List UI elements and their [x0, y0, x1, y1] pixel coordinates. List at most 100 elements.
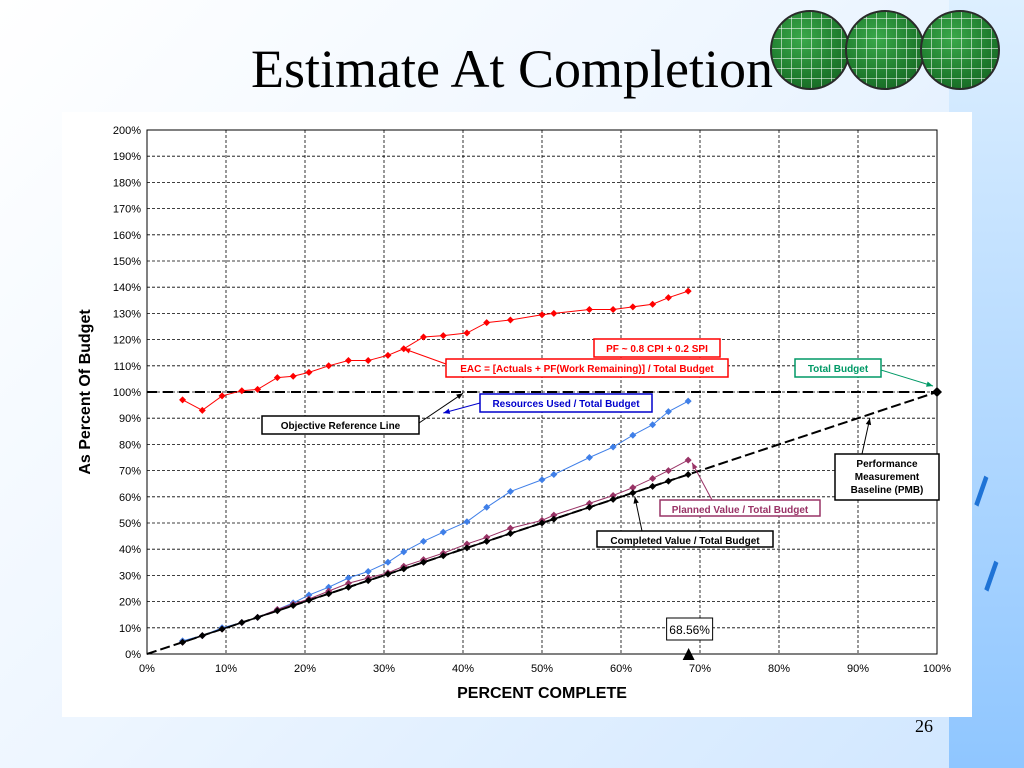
total-budget-annotation-text: Total Budget: [808, 364, 869, 375]
data-point-eac: [506, 316, 514, 324]
data-point-resources: [463, 518, 471, 526]
data-point-eac: [538, 311, 546, 319]
pmb-annotation-box: [834, 453, 940, 501]
data-point-resources: [325, 583, 333, 591]
data-point-eac: [609, 305, 617, 313]
completed-annotation-text: Completed Value / Total Budget: [610, 536, 760, 547]
data-point-resources: [629, 431, 637, 439]
data-point-resources: [649, 421, 657, 429]
percent-complete-marker: [682, 648, 695, 660]
total-budget-point: [932, 387, 942, 397]
marker-label-box: [666, 617, 714, 641]
data-point-completed: [325, 590, 333, 598]
chart-panel: 0% 10% 20% 30% 40% 50% 60% 70% 80% 90% 100% 110% 120…: [62, 112, 972, 717]
y-tick-label: 50%: [119, 518, 141, 530]
data-point-planned: [629, 484, 637, 492]
pf-annotation-box: [593, 338, 721, 358]
eac-chart: 0% 10% 20% 30% 40% 50% 60% 70% 80% 90% 100% 110% 120…: [77, 125, 951, 702]
data-point-planned: [609, 491, 617, 499]
data-point-completed: [684, 471, 692, 479]
data-point-completed: [483, 537, 491, 545]
data-point-completed: [254, 613, 262, 621]
x-tick-label: 80%: [768, 663, 790, 675]
data-point-eac: [585, 305, 593, 313]
objective-annotation-box: [261, 415, 420, 435]
data-point-resources: [305, 591, 313, 599]
data-point-resources: [420, 537, 427, 545]
x-tick-label: 0%: [139, 663, 155, 675]
data-point-resources: [483, 503, 491, 511]
eac-annotation-text: EAC = [Actuals + PF(Work Remaining)] / T…: [460, 364, 714, 375]
data-point-eac: [364, 357, 372, 365]
data-point-completed: [649, 482, 657, 490]
data-point-completed: [238, 619, 246, 627]
y-tick-label: 110%: [114, 361, 142, 373]
data-point-eac: [420, 333, 427, 341]
y-tick-label: 150%: [113, 256, 141, 268]
data-point-resources: [609, 443, 617, 451]
y-tick-label: 90%: [119, 413, 141, 425]
data-point-resources: [550, 471, 558, 479]
pf-annotation-text: PF ~ 0.8 CPI + 0.2 SPI: [606, 344, 708, 355]
y-tick-label: 80%: [119, 439, 141, 451]
y-tick-label: 20%: [119, 597, 141, 609]
x-tick-label: 100%: [923, 663, 951, 675]
resources-annotation-text: Resources Used / Total Budget: [492, 399, 640, 410]
data-point-completed: [179, 638, 187, 646]
data-point-completed: [198, 632, 206, 640]
data-point-completed: [664, 477, 672, 485]
data-point-completed: [289, 602, 297, 610]
data-point-completed: [364, 577, 372, 585]
pmb-annotation-arrowhead: [865, 418, 872, 426]
planned-annotation-arrowhead: [692, 462, 698, 470]
data-point-planned: [344, 579, 352, 587]
data-point-completed: [550, 515, 558, 523]
y-tick-label: 40%: [119, 544, 141, 556]
data-point-eac: [439, 332, 447, 340]
y-tick-label: 200%: [113, 125, 141, 137]
data-point-completed: [273, 607, 281, 615]
x-tick-label: 40%: [452, 663, 474, 675]
data-point-eac: [629, 303, 637, 311]
data-point-resources: [506, 488, 514, 496]
eac-annotation-box: [445, 358, 729, 378]
y-tick-label: 70%: [119, 466, 141, 478]
data-point-eac: [384, 351, 392, 359]
x-tick-label: 70%: [689, 663, 711, 675]
data-point-resources: [664, 408, 672, 416]
data-point-completed: [629, 489, 637, 497]
data-point-completed: [218, 625, 226, 633]
planned-annotation-text: Planned Value / Total Budget: [672, 505, 809, 516]
x-axis-label: PERCENT COMPLETE: [457, 685, 627, 702]
x-tick-label: 60%: [610, 663, 632, 675]
y-tick-label: 120%: [113, 335, 141, 347]
data-point-eac: [649, 300, 657, 308]
total-budget-annotation-box: [794, 358, 882, 378]
y-axis-label: As Percent Of Budget: [77, 309, 94, 475]
data-point-resources: [344, 574, 352, 582]
data-point-eac: [289, 372, 297, 380]
slide-title: Estimate At Completion: [251, 39, 773, 99]
data-point-completed: [609, 495, 617, 503]
eac-annotation-arrowhead: [403, 348, 411, 354]
y-tick-label: 170%: [113, 204, 141, 216]
data-point-eac: [463, 329, 471, 337]
data-point-completed: [585, 503, 593, 511]
x-tick-label: 20%: [294, 663, 316, 675]
data-point-planned: [506, 524, 514, 532]
y-tick-label: 160%: [113, 230, 141, 242]
x-tick-label: 30%: [373, 663, 395, 675]
pmb-annotation-text: Baseline (PMB): [851, 485, 924, 496]
y-tick-label: 60%: [119, 492, 141, 504]
data-point-planned: [585, 499, 593, 507]
data-point-eac: [305, 368, 313, 376]
y-tick-label: 140%: [113, 282, 141, 294]
completed-annotation-box: [596, 530, 774, 548]
marker-label: 68.56%: [669, 623, 710, 637]
data-point-completed: [344, 583, 352, 591]
objective-annotation-text: Objective Reference Line: [281, 421, 401, 432]
data-point-completed: [506, 529, 514, 537]
series-line-eac: [182, 290, 689, 411]
y-tick-label: 100%: [113, 387, 141, 399]
data-point-eac: [254, 385, 262, 393]
